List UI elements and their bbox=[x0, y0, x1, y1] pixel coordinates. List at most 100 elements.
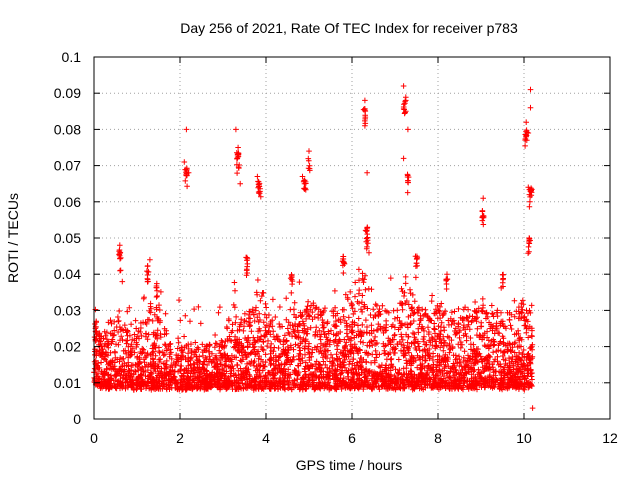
y-tick-label: 0.1 bbox=[62, 49, 82, 65]
data-point bbox=[297, 312, 304, 319]
data-point bbox=[356, 266, 362, 273]
data-point bbox=[518, 343, 524, 350]
data-point bbox=[500, 271, 506, 278]
data-point bbox=[426, 331, 432, 337]
data-point bbox=[451, 308, 458, 315]
data-point bbox=[164, 358, 170, 364]
data-point bbox=[252, 343, 258, 350]
data-point bbox=[326, 341, 333, 348]
data-point bbox=[138, 366, 144, 372]
data-point bbox=[291, 377, 298, 383]
data-point bbox=[465, 306, 471, 313]
data-point bbox=[287, 275, 294, 281]
data-point bbox=[440, 347, 447, 354]
data-point bbox=[403, 365, 410, 371]
data-point bbox=[509, 356, 516, 362]
data-point bbox=[297, 340, 304, 347]
data-point bbox=[342, 365, 348, 371]
data-point bbox=[479, 208, 486, 214]
data-point bbox=[288, 274, 295, 280]
data-point bbox=[263, 304, 269, 311]
data-point bbox=[404, 339, 411, 346]
data-point bbox=[458, 345, 464, 351]
data-point bbox=[459, 317, 466, 323]
data-point bbox=[246, 312, 252, 318]
data-point bbox=[303, 328, 309, 335]
data-point bbox=[167, 368, 173, 375]
data-point bbox=[437, 315, 443, 321]
data-point bbox=[339, 367, 346, 374]
data-point bbox=[441, 327, 448, 333]
data-point bbox=[285, 372, 291, 379]
data-point bbox=[387, 341, 394, 348]
data-point bbox=[441, 355, 447, 361]
data-point bbox=[243, 318, 249, 325]
data-point bbox=[216, 380, 223, 387]
data-point bbox=[244, 266, 250, 273]
data-point bbox=[156, 302, 162, 308]
data-point bbox=[279, 323, 285, 330]
data-point bbox=[357, 339, 364, 345]
data-point bbox=[405, 179, 411, 185]
data-point bbox=[246, 375, 253, 382]
data-point bbox=[331, 376, 337, 383]
data-point bbox=[108, 384, 114, 390]
data-point bbox=[158, 289, 164, 295]
data-point bbox=[153, 304, 160, 311]
data-point bbox=[241, 373, 247, 379]
data-point bbox=[180, 378, 186, 385]
data-point bbox=[455, 386, 462, 392]
data-point bbox=[219, 362, 225, 368]
data-point bbox=[225, 355, 232, 362]
data-point bbox=[426, 375, 433, 382]
data-point bbox=[435, 323, 442, 330]
data-point bbox=[434, 359, 440, 365]
data-point bbox=[119, 326, 125, 332]
data-point bbox=[303, 374, 309, 380]
data-point bbox=[260, 347, 267, 353]
data-point bbox=[403, 94, 409, 100]
data-point bbox=[399, 320, 405, 327]
data-point bbox=[117, 367, 123, 373]
data-point bbox=[511, 313, 518, 320]
data-point bbox=[187, 385, 194, 391]
data-point bbox=[369, 385, 376, 391]
data-point bbox=[152, 345, 159, 351]
data-point bbox=[163, 366, 170, 372]
data-point bbox=[430, 361, 437, 368]
data-point bbox=[333, 331, 340, 337]
data-point bbox=[111, 319, 117, 325]
data-point bbox=[405, 324, 411, 331]
data-point bbox=[316, 328, 323, 334]
data-point bbox=[514, 369, 520, 375]
data-point bbox=[131, 331, 138, 338]
data-point bbox=[259, 293, 265, 299]
data-point bbox=[398, 331, 404, 338]
data-point bbox=[314, 343, 321, 350]
data-point bbox=[213, 356, 220, 363]
data-point bbox=[425, 362, 431, 369]
data-point bbox=[432, 326, 438, 333]
data-point bbox=[361, 276, 367, 283]
data-point bbox=[126, 382, 132, 389]
data-point bbox=[135, 328, 142, 334]
data-point bbox=[438, 361, 444, 367]
grid bbox=[94, 57, 610, 419]
data-point bbox=[526, 235, 533, 242]
data-point bbox=[290, 328, 297, 334]
data-point bbox=[255, 328, 261, 334]
data-point bbox=[162, 372, 168, 379]
data-point bbox=[390, 322, 396, 328]
data-point bbox=[377, 323, 383, 330]
data-point bbox=[365, 352, 371, 358]
data-point bbox=[285, 344, 291, 350]
data-point bbox=[373, 354, 379, 361]
data-point bbox=[421, 378, 427, 385]
data-point bbox=[382, 328, 388, 334]
data-point bbox=[331, 358, 337, 364]
data-point bbox=[199, 341, 206, 348]
data-point bbox=[192, 369, 198, 376]
data-point bbox=[492, 368, 498, 375]
data-point bbox=[144, 362, 150, 368]
